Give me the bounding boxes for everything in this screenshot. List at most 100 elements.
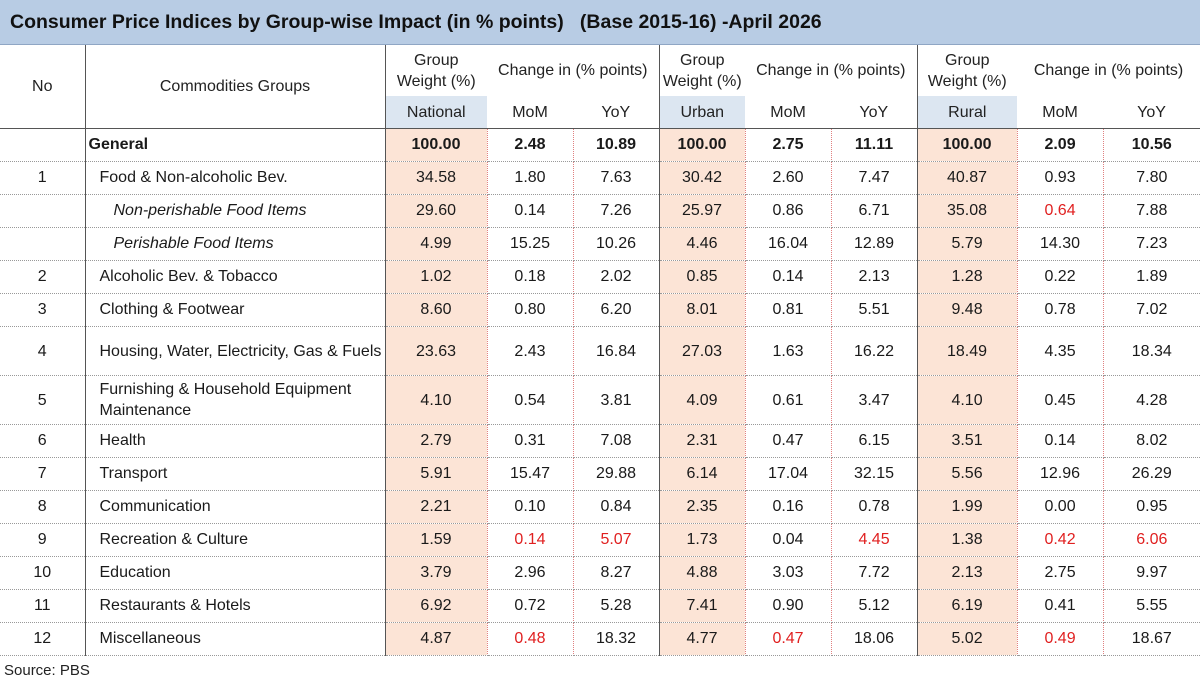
row-name: Miscellaneous — [85, 622, 386, 656]
cell: 1.59 — [385, 523, 488, 557]
table-row: 11 Restaurants & Hotels 6.92 0.72 5.28 7.41 0.… — [0, 589, 1200, 623]
row-name: Furnishing & Household Equipment Mainten… — [85, 375, 386, 425]
cell: 2.75 — [745, 128, 832, 162]
cell: 26.29 — [1103, 457, 1200, 491]
cell: 4.77 — [659, 622, 746, 656]
cell: 0.16 — [745, 490, 832, 524]
cell: 27.03 — [659, 326, 746, 376]
cell: 34.58 — [385, 161, 488, 195]
cell: 4.10 — [917, 375, 1018, 425]
header-rural-weight: Group Weight (%) — [927, 51, 1007, 90]
cell: 6.06 — [1103, 523, 1200, 557]
cell: 0.72 — [487, 589, 574, 623]
cell: 15.25 — [487, 227, 574, 261]
cell: 3.81 — [573, 375, 660, 425]
cell: 2.13 — [917, 556, 1018, 590]
cell: 18.06 — [831, 622, 918, 656]
cell: 0.31 — [487, 424, 574, 458]
cell: 0.45 — [1017, 375, 1104, 425]
cell: 25.97 — [659, 194, 746, 228]
cell: 32.15 — [831, 457, 918, 491]
cell: 1.73 — [659, 523, 746, 557]
table-row: 1 Food & Non-alcoholic Bev. 34.58 1.80 7.63 3… — [0, 161, 1200, 195]
cell: 0.78 — [1017, 293, 1104, 327]
header-national-yoy: YoY — [573, 96, 660, 129]
header-rural: Rural — [917, 96, 1018, 129]
row-no: 9 — [0, 523, 86, 557]
cell: 1.89 — [1103, 260, 1200, 294]
header-national: National — [385, 96, 487, 129]
table-row: Non-perishable Food Items 29.60 0.14 7.26 25… — [0, 194, 1200, 228]
cell: 100.00 — [385, 128, 488, 162]
cell: 1.38 — [917, 523, 1018, 557]
row-name: Recreation & Culture — [85, 523, 386, 557]
cell: 40.87 — [917, 161, 1018, 195]
cell: 4.09 — [659, 375, 746, 425]
cell: 11.11 — [831, 128, 918, 162]
cell: 7.47 — [831, 161, 918, 195]
cell: 4.88 — [659, 556, 746, 590]
cell: 0.81 — [745, 293, 832, 327]
cell: 3.79 — [385, 556, 488, 590]
row-no — [0, 227, 86, 261]
cell: 23.63 — [385, 326, 488, 376]
row-name: Food & Non-alcoholic Bev. — [85, 161, 386, 195]
cell: 5.55 — [1103, 589, 1200, 623]
row-no: 8 — [0, 490, 86, 524]
row-no: 4 — [0, 326, 86, 376]
cell: 29.60 — [385, 194, 488, 228]
cell: 2.13 — [831, 260, 918, 294]
cell: 0.64 — [1017, 194, 1104, 228]
cell: 7.02 — [1103, 293, 1200, 327]
table-row: 3 Clothing & Footwear 8.60 0.80 6.20 8.01 0.81… — [0, 293, 1200, 327]
cell: 29.88 — [573, 457, 660, 491]
cell: 6.14 — [659, 457, 746, 491]
cell: 8.60 — [385, 293, 488, 327]
cell: 5.28 — [573, 589, 660, 623]
cell: 0.80 — [487, 293, 574, 327]
cell: 5.51 — [831, 293, 918, 327]
cell: 12.96 — [1017, 457, 1104, 491]
cell: 0.10 — [487, 490, 574, 524]
cell: 3.03 — [745, 556, 832, 590]
row-no: 6 — [0, 424, 86, 458]
cell: 2.02 — [573, 260, 660, 294]
cell: 0.14 — [487, 194, 574, 228]
row-name: Health — [85, 424, 386, 458]
header-national-weight: Group Weight (%) — [396, 51, 476, 90]
cell: 0.49 — [1017, 622, 1104, 656]
cell: 0.54 — [487, 375, 574, 425]
cell: 0.90 — [745, 589, 832, 623]
cell: 7.63 — [573, 161, 660, 195]
header-rural-mom: MoM — [1042, 103, 1078, 121]
cell: 14.30 — [1017, 227, 1104, 261]
cell: 1.80 — [487, 161, 574, 195]
cell: 7.80 — [1103, 161, 1200, 195]
row-no — [0, 128, 86, 162]
cell: 9.48 — [917, 293, 1018, 327]
cell: 7.41 — [659, 589, 746, 623]
cell: 0.47 — [745, 622, 832, 656]
cell: 0.04 — [745, 523, 832, 557]
cell: 0.00 — [1017, 490, 1104, 524]
row-no: 5 — [0, 375, 86, 425]
cell: 15.47 — [487, 457, 574, 491]
cell: 16.84 — [573, 326, 660, 376]
header-groups: Commodities Groups — [85, 45, 386, 129]
cell: 5.07 — [573, 523, 660, 557]
header-urban-weight: Group Weight (%) — [662, 51, 742, 90]
cell: 5.91 — [385, 457, 488, 491]
cell: 0.48 — [487, 622, 574, 656]
cell: 7.72 — [831, 556, 918, 590]
table-body: General 100.00 2.48 10.89 100.00 2.75 11… — [0, 128, 1200, 656]
cell: 8.01 — [659, 293, 746, 327]
cell: 0.95 — [1103, 490, 1200, 524]
row-no: 7 — [0, 457, 86, 491]
row-name: Alcoholic Bev. & Tobacco — [85, 260, 386, 294]
cell: 4.28 — [1103, 375, 1200, 425]
row-name: Non-perishable Food Items — [85, 194, 386, 228]
cell: 10.56 — [1103, 128, 1200, 162]
row-no: 11 — [0, 589, 86, 623]
cell: 1.63 — [745, 326, 832, 376]
cell: 1.99 — [917, 490, 1018, 524]
